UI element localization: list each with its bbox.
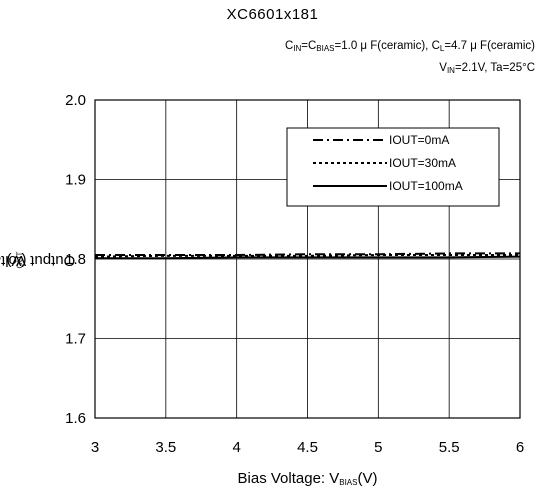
x-tick-label: 5.5 (439, 439, 460, 456)
conditions-line-1: CIN=CBIAS=1.0 μ F(ceramic), CL=4.7 μ F(c… (284, 40, 535, 53)
y-tick-label: 1.8 (65, 251, 86, 268)
y-tick-label: 2.0 (65, 92, 86, 109)
legend-label-3: IOUT=100mA (389, 179, 463, 193)
chart-title: XC6601x181 (226, 6, 319, 23)
legend-label-2: IOUT=30mA (389, 156, 456, 170)
series-line-1 (95, 252, 520, 257)
y-tick-label: 1.7 (65, 331, 86, 348)
legend-label-1: IOUT=0mA (389, 133, 449, 147)
y-tick-label: 1.6 (65, 410, 86, 427)
x-axis-label: Bias Voltage: VBIAS(V) (237, 470, 378, 487)
series-line-2 (94, 254, 520, 258)
x-tick-label: 5 (374, 439, 382, 456)
x-tick-label: 4 (232, 439, 240, 456)
x-tick-label: 3.5 (155, 439, 176, 456)
conditions-line-2: VIN=2.1V, Ta=25°C (439, 62, 535, 75)
y-tick-label: 1.9 (65, 172, 86, 189)
x-tick-label: 4.5 (297, 439, 318, 456)
x-tick-label: 3 (91, 439, 99, 456)
x-tick-label: 6 (516, 439, 524, 456)
series-line-3 (95, 255, 521, 260)
